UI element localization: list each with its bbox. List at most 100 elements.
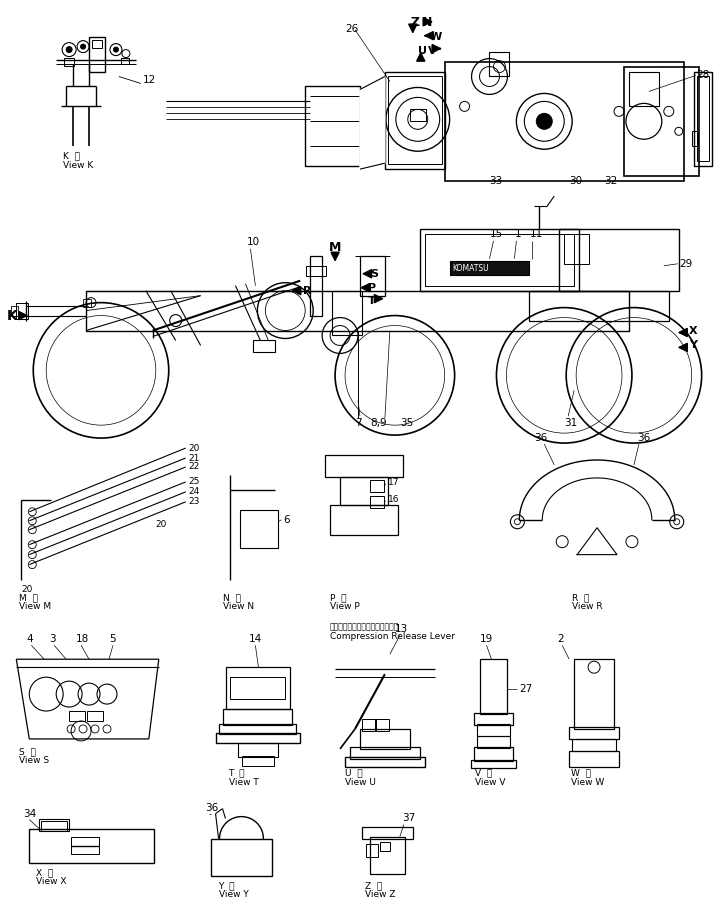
Bar [360, 729, 410, 749]
Bar [226, 668, 290, 709]
Text: 34: 34 [24, 809, 37, 819]
Bar [231, 677, 285, 699]
Text: コンプレッションリリースレバー: コンプレッションリリースレバー [330, 622, 400, 632]
Bar [477, 724, 511, 736]
Bar [572, 739, 616, 751]
Text: 6: 6 [284, 514, 290, 525]
Text: KOMATSU: KOMATSU [453, 264, 489, 273]
Bar [473, 713, 513, 725]
Bar [218, 724, 296, 734]
Text: 32: 32 [604, 176, 617, 186]
Bar [445, 62, 684, 181]
Text: V: V [427, 45, 436, 55]
Bar [370, 480, 384, 491]
Text: View V: View V [475, 778, 505, 786]
Text: X: X [689, 325, 697, 336]
Bar [243, 756, 274, 766]
Text: 37: 37 [402, 812, 415, 822]
Bar [332, 290, 362, 336]
Bar [692, 131, 697, 147]
Text: W: W [430, 31, 442, 41]
Bar [238, 743, 279, 757]
Bar [574, 659, 614, 729]
Text: P  視: P 視 [330, 594, 347, 602]
Text: W  視: W 視 [571, 769, 591, 778]
Text: View K: View K [63, 161, 93, 171]
Bar [477, 736, 511, 748]
Text: N: N [422, 16, 432, 29]
Bar [29, 829, 154, 863]
Bar [64, 57, 74, 65]
Bar [380, 842, 390, 852]
Bar [310, 255, 322, 315]
Bar [425, 234, 574, 286]
Text: K  視: K 視 [63, 151, 80, 160]
Text: 12: 12 [142, 76, 156, 86]
Text: 3: 3 [49, 634, 56, 644]
Bar [366, 844, 378, 857]
Text: 20: 20 [188, 443, 200, 453]
Text: S: S [370, 268, 378, 278]
Bar [375, 719, 389, 731]
Bar [253, 340, 276, 352]
Text: X  視: X 視 [37, 869, 54, 878]
Text: Z  視: Z 視 [365, 881, 382, 891]
Text: 20: 20 [156, 520, 167, 529]
Circle shape [113, 47, 118, 52]
Text: View S: View S [19, 756, 49, 765]
Text: View M: View M [19, 602, 52, 611]
Text: 13: 13 [395, 624, 408, 634]
Text: View T: View T [228, 778, 258, 786]
Circle shape [81, 44, 85, 49]
Text: U: U [417, 45, 427, 55]
Bar [340, 477, 388, 505]
Text: 36: 36 [534, 433, 548, 443]
Bar [629, 72, 659, 106]
Text: View Y: View Y [218, 891, 248, 899]
Text: P: P [368, 283, 376, 292]
Text: 14: 14 [248, 634, 261, 644]
Bar [223, 709, 292, 725]
Bar [360, 255, 385, 296]
Bar [388, 77, 442, 164]
Text: View W: View W [571, 778, 604, 786]
Bar [362, 827, 413, 838]
Text: 1: 1 [514, 229, 521, 239]
Text: 22: 22 [188, 463, 200, 471]
Bar [385, 72, 445, 169]
Text: View U: View U [345, 778, 376, 786]
Bar [69, 711, 85, 721]
Text: 36: 36 [205, 803, 219, 812]
Text: Y: Y [689, 340, 697, 350]
Bar [16, 302, 29, 319]
Bar [569, 751, 619, 767]
Text: T  視: T 視 [228, 769, 245, 778]
Text: 4: 4 [26, 634, 33, 644]
Bar [92, 40, 102, 48]
Bar [564, 234, 589, 264]
Text: 27: 27 [519, 684, 533, 694]
Bar [410, 110, 426, 122]
Text: 7: 7 [355, 419, 362, 428]
Text: Y  視: Y 視 [218, 881, 235, 891]
Text: M  視: M 視 [19, 594, 38, 602]
Bar [420, 229, 579, 290]
Text: 28: 28 [697, 69, 710, 79]
Bar [345, 757, 425, 767]
Text: View Z: View Z [365, 891, 395, 899]
Bar [350, 747, 420, 759]
Bar [39, 819, 69, 831]
Bar [480, 659, 508, 714]
Bar [71, 836, 99, 855]
Text: 26: 26 [345, 24, 358, 34]
Bar [89, 37, 105, 72]
Bar [211, 838, 272, 877]
Bar [694, 72, 712, 166]
Text: View R: View R [572, 602, 603, 611]
Bar [559, 229, 679, 290]
Text: 15: 15 [490, 229, 503, 239]
Text: 8,9: 8,9 [370, 419, 387, 428]
Bar [697, 77, 709, 161]
Circle shape [66, 47, 72, 53]
Bar [87, 711, 103, 721]
